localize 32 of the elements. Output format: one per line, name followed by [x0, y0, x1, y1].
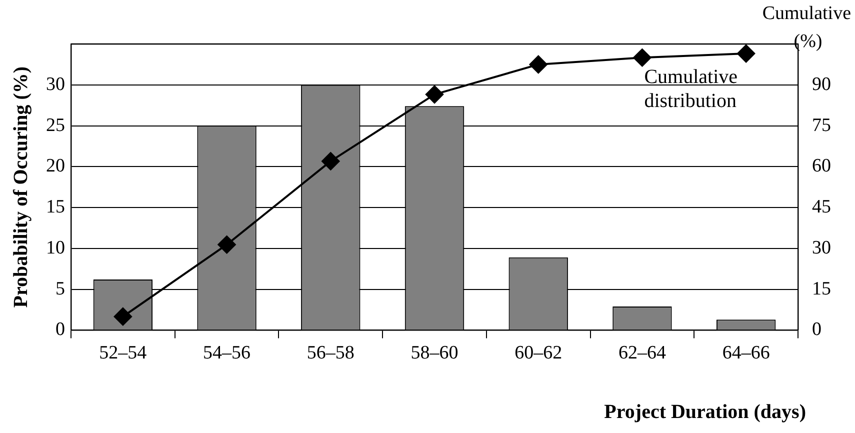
y2-tick-label: 0 [812, 319, 822, 340]
y2-axis-title: Cumulative (%) [762, 2, 851, 52]
point [218, 236, 236, 254]
y-axis-title: Probability of Occuring (%) [10, 66, 32, 308]
y2-tick-label: 75 [812, 114, 831, 136]
x-tick-label: 60–62 [514, 342, 562, 364]
y-tick-label: 5 [56, 278, 65, 300]
series-label: Cumulative distribution [644, 66, 738, 112]
x-tick-label: 54–56 [203, 342, 251, 364]
point [737, 44, 756, 63]
y-tick-label: 20 [46, 156, 65, 177]
point [633, 48, 652, 67]
y2-tick-label: 30 [812, 237, 831, 258]
y2-tick-label: 45 [812, 196, 831, 218]
y-tick-label: 25 [46, 114, 65, 136]
x-tick-label: 52–54 [99, 342, 148, 364]
y-tick-label: 10 [46, 237, 65, 258]
y2-tick-label: 15 [812, 278, 831, 300]
y2-tick-label: 60 [812, 156, 831, 177]
x-tick-label: 62–64 [618, 342, 666, 364]
x-tick-label: 64–66 [722, 342, 770, 364]
point [114, 308, 132, 326]
y-tick-label: 30 [46, 74, 65, 95]
y2-tick-label: 90 [812, 74, 831, 95]
x-tick-label: 58–60 [410, 342, 458, 364]
point [426, 85, 444, 104]
x-tick-label: 56–58 [306, 342, 354, 364]
point [322, 152, 340, 170]
y-tick-label: 0 [56, 319, 65, 340]
point [529, 55, 548, 74]
x-axis-title: Project Duration (days) [604, 401, 806, 423]
y-tick-label: 15 [46, 196, 65, 218]
